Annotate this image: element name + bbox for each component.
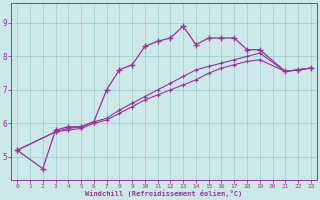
X-axis label: Windchill (Refroidissement éolien,°C): Windchill (Refroidissement éolien,°C) xyxy=(85,190,243,197)
